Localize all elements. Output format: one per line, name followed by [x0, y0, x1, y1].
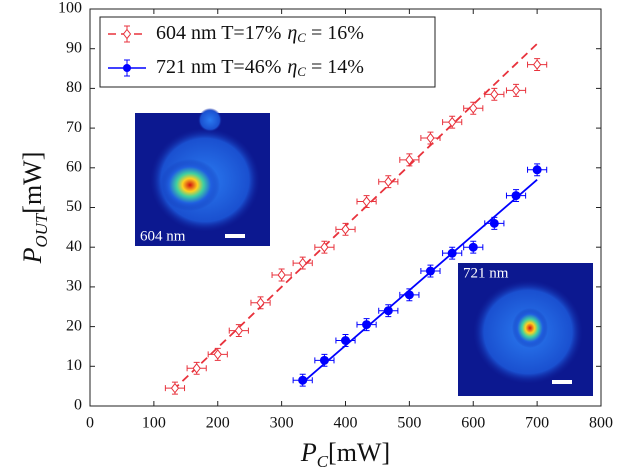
x-tick-label: 700 [525, 415, 549, 432]
y-tick-label: 10 [66, 357, 82, 374]
data-point [362, 196, 371, 207]
data-point [532, 59, 542, 70]
data-point [469, 102, 478, 114]
x-tick-label: 600 [461, 415, 485, 432]
data-point [213, 349, 222, 360]
data-point [425, 266, 435, 276]
axis-label: POUT[mW] [18, 152, 51, 265]
fit-line [300, 179, 538, 385]
y-tick-label: 0 [74, 397, 82, 414]
data-point [404, 290, 414, 300]
data-point [298, 257, 307, 269]
data-point [426, 132, 435, 144]
axis-label: PC[mW] [300, 438, 390, 471]
data-point [170, 382, 180, 394]
x-tick-label: 500 [397, 415, 421, 432]
x-tick-label: 800 [589, 415, 613, 432]
data-point [277, 269, 286, 281]
data-point [405, 154, 414, 166]
data-point [319, 355, 329, 365]
x-tick-label: 300 [270, 415, 294, 432]
y-tick-label: 90 [66, 39, 82, 56]
y-tick-label: 80 [66, 79, 82, 96]
data-point [532, 165, 542, 175]
x-tick-label: 400 [334, 415, 358, 432]
inset-604: 604 nm [135, 108, 270, 246]
data-point [320, 241, 329, 253]
legend-marker [122, 28, 132, 40]
inset-label: 604 nm [140, 228, 186, 244]
y-tick-label: 60 [66, 158, 82, 175]
data-point [384, 176, 393, 188]
y-tick-label: 100 [58, 0, 82, 17]
data-point [511, 191, 521, 201]
y-tick-label: 40 [66, 238, 82, 255]
y-tick-label: 70 [66, 119, 82, 136]
data-point [448, 116, 457, 128]
data-point [234, 325, 243, 336]
inset-721: 721 nm [458, 263, 593, 396]
data-point [468, 242, 478, 252]
data-point [341, 224, 350, 235]
data-point [447, 248, 457, 258]
data-point [362, 320, 372, 330]
x-tick-label: 100 [142, 415, 166, 432]
data-point [489, 218, 499, 228]
data-point [341, 335, 350, 345]
legend-marker [123, 64, 131, 72]
data-point [256, 297, 265, 309]
legend: 604 nm T=17% ηC = 16% 721 nm T=46% ηC = 14% [99, 16, 436, 88]
x-tick-label: 200 [206, 415, 230, 432]
y-tick-label: 50 [66, 198, 82, 215]
axes-frame [89, 8, 602, 407]
y-tick-label: 30 [66, 278, 82, 295]
fit-line [172, 40, 541, 391]
data-point [490, 89, 499, 100]
x-tick-label: 0 [86, 415, 94, 432]
legend-label: 604 nm T=17% ηC = 16% [156, 22, 364, 45]
data-point [383, 306, 393, 316]
data-point [192, 362, 201, 374]
y-tick-label: 20 [66, 317, 82, 334]
plot-area: 0 100 200 300 400 500 600 700 800 0 10 20 30 40 50 60 70… [18, 0, 613, 471]
data-point [298, 375, 308, 385]
inset-label: 721 nm [463, 265, 509, 281]
data-point [511, 85, 521, 96]
legend-label: 721 nm T=46% ηC = 14% [156, 56, 364, 79]
